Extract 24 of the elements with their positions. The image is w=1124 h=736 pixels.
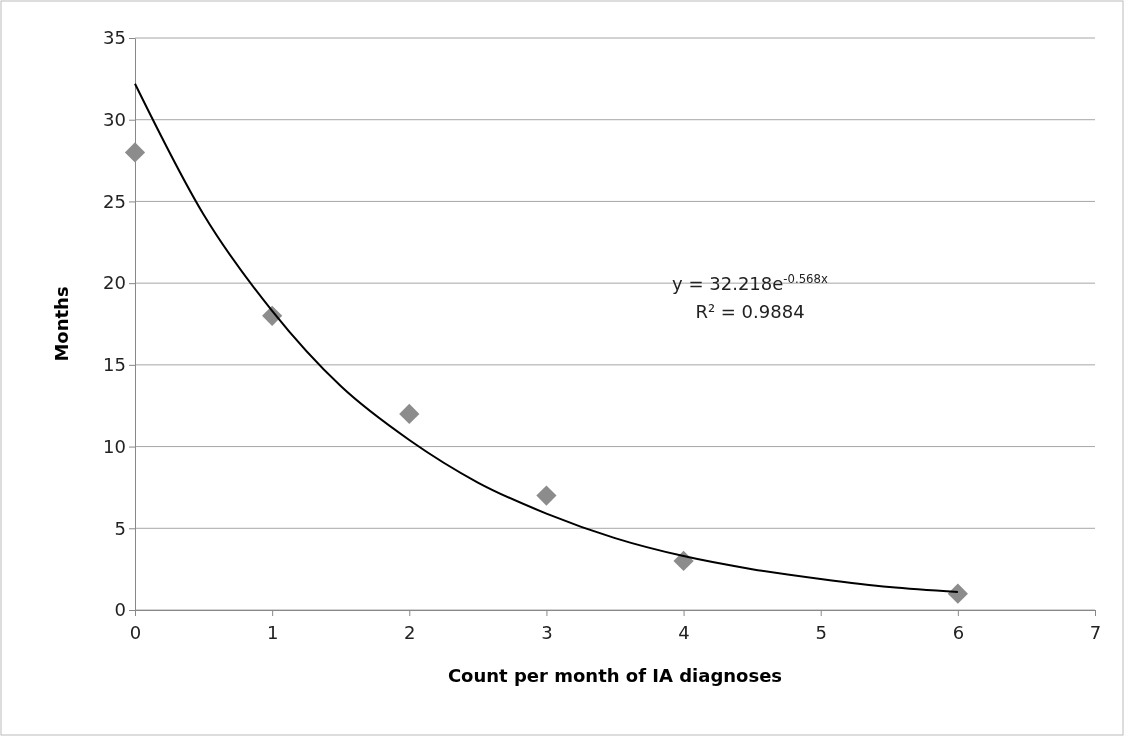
x-tick-label: 3 <box>541 621 553 643</box>
x-axis-title: Count per month of IA diagnoses <box>447 665 783 686</box>
y-tick-label: 10 <box>103 435 126 457</box>
x-tick-label: 0 <box>129 621 142 643</box>
x-tick-label: 1 <box>266 621 279 643</box>
point <box>399 403 420 424</box>
y-tick-label: 35 <box>103 27 126 49</box>
x-tick-label: 6 <box>952 621 965 643</box>
y-tick-label: 25 <box>103 190 126 212</box>
y-tick-label: 20 <box>103 272 126 294</box>
x-tick-label: 7 <box>1089 621 1102 643</box>
y-tick-label: 15 <box>103 354 126 376</box>
point <box>947 583 968 604</box>
y-tick-label: 5 <box>114 517 126 539</box>
annotation: y = 32.218e$^{-0.568x}$ <box>672 272 828 294</box>
y-tick-label: 30 <box>103 108 126 130</box>
point <box>124 142 146 163</box>
x-tick-label: 5 <box>815 621 827 643</box>
y-tick-label: 0 <box>114 599 126 621</box>
point <box>536 485 557 506</box>
x-tick-label: 4 <box>678 621 690 643</box>
annotation: R² = 0.9884 <box>695 301 805 322</box>
x-tick-label: 2 <box>404 621 416 643</box>
y-axis-title: Months <box>51 286 72 362</box>
